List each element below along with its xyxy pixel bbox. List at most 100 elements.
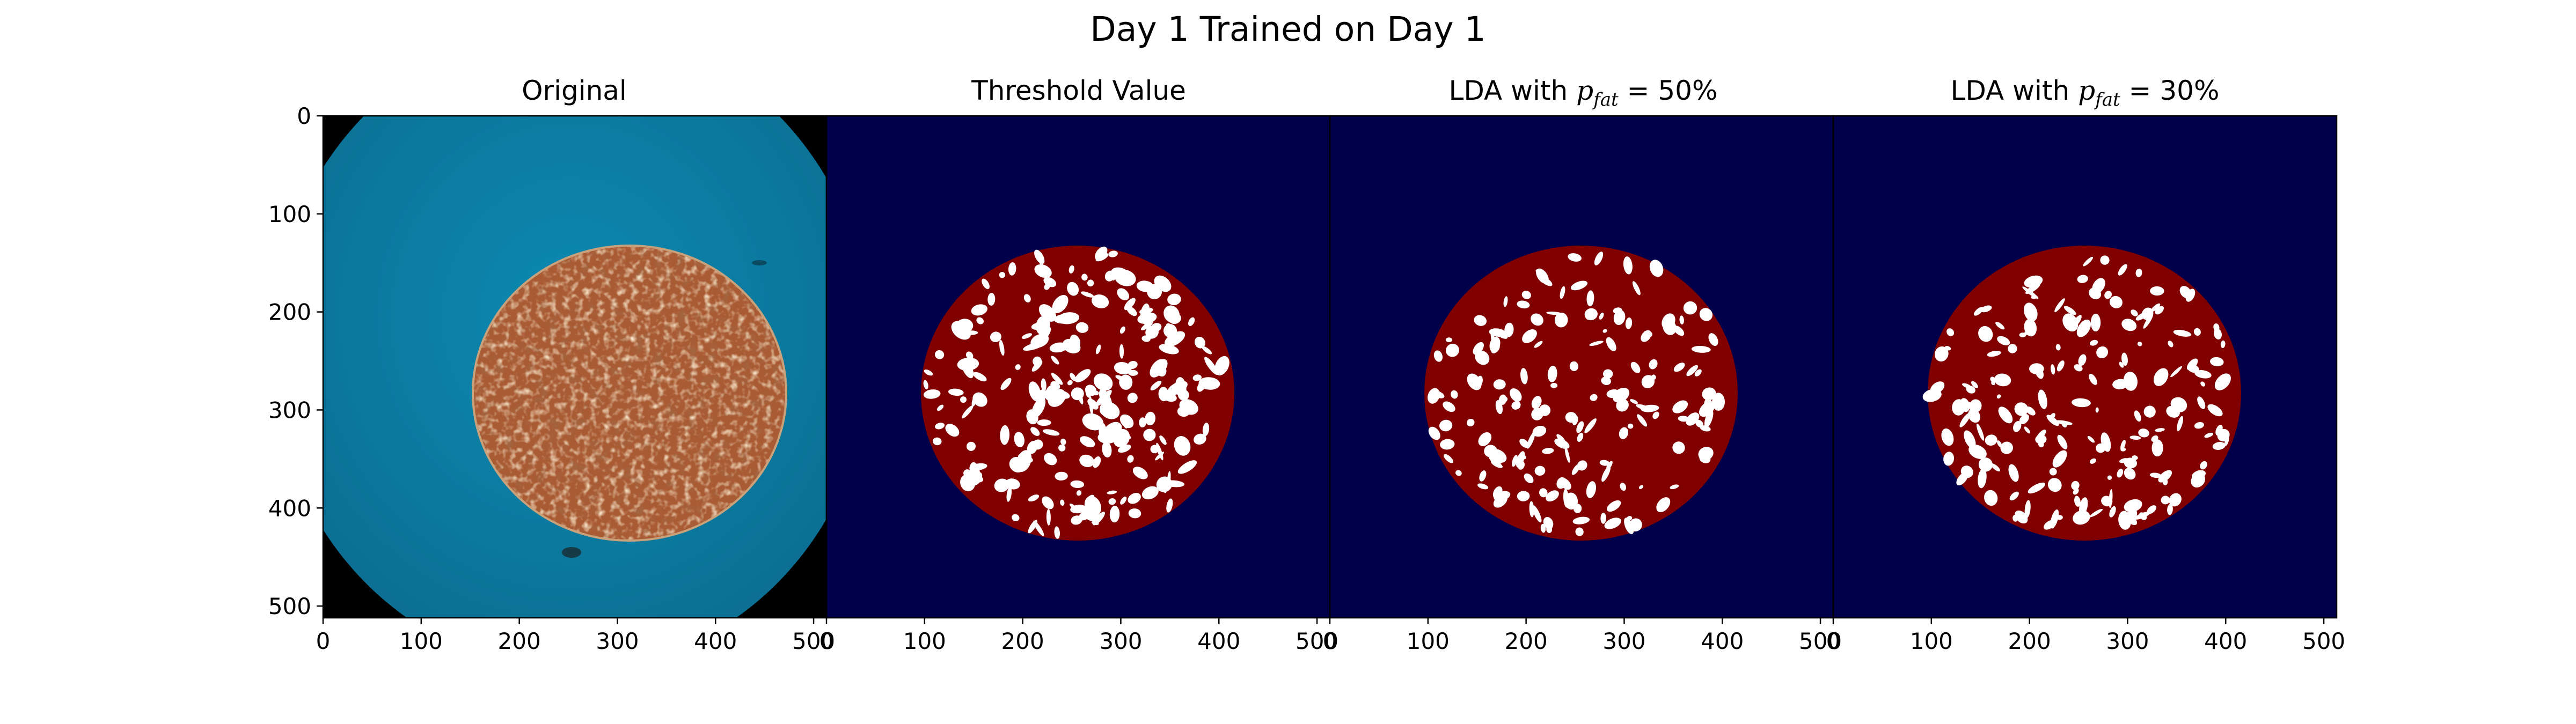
- panel-original: [323, 116, 826, 618]
- x-tick-label: 100: [1910, 628, 1953, 654]
- fat-blob: [1564, 492, 1578, 510]
- fat-blob: [1005, 478, 1020, 490]
- fat-blob: [1971, 381, 1978, 388]
- fat-blob: [1044, 283, 1050, 290]
- fat-blob: [1587, 294, 1594, 305]
- fat-blob: [1535, 269, 1542, 274]
- fat-blob: [2213, 323, 2220, 331]
- fat-blob: [1081, 274, 1088, 281]
- fat-blob: [2104, 291, 2112, 299]
- fat-blob: [1637, 414, 1648, 427]
- fat-blob: [1054, 526, 1060, 539]
- fat-blob: [2083, 256, 2094, 267]
- fat-blob: [1491, 460, 1503, 468]
- fat-blob: [1613, 388, 1630, 403]
- x-tick-label: 100: [903, 628, 946, 654]
- fat-blob: [1539, 488, 1548, 498]
- x-tick-label: 400: [694, 628, 737, 654]
- fat-blob: [987, 293, 996, 306]
- fat-blob: [1575, 527, 1584, 536]
- fat-blob: [2043, 520, 2056, 530]
- fat-blob: [2124, 499, 2142, 512]
- fat-blob: [2200, 381, 2206, 387]
- fat-blob: [1136, 280, 1154, 292]
- fat-blob: [999, 272, 1006, 278]
- fat-blob: [1493, 379, 1506, 390]
- fat-blob: [1959, 412, 1971, 427]
- fat-blob: [2212, 442, 2226, 450]
- fat-blob: [1643, 330, 1652, 337]
- fat-blob: [1440, 439, 1455, 450]
- fat-blob: [1114, 362, 1132, 375]
- fat-blob: [2076, 319, 2091, 337]
- fat-blob: [1113, 429, 1130, 448]
- fat-blob: [1599, 312, 1604, 320]
- panel-lda-50: [1330, 116, 1833, 618]
- axes-frame-lda-30: [1832, 115, 2338, 619]
- fat-blob: [1568, 253, 1582, 262]
- fat-blob: [934, 350, 945, 359]
- fat-blob: [2173, 329, 2192, 337]
- fat-blob: [1531, 313, 1543, 326]
- fat-blob: [2166, 405, 2180, 418]
- fat-blob: [2052, 450, 2067, 468]
- fat-blob: [2109, 506, 2116, 518]
- fat-blob: [1128, 493, 1141, 504]
- fat-blob: [972, 392, 987, 407]
- fat-blob: [1607, 500, 1621, 512]
- fat-blob: [1082, 419, 1102, 427]
- fat-blob: [2193, 328, 2201, 336]
- fat-blob: [1529, 501, 1534, 518]
- fat-blob: [1522, 329, 1537, 343]
- fat-blob: [2186, 358, 2198, 371]
- x-tick-label: 500: [1296, 628, 1338, 654]
- y-tick-label: 200: [268, 299, 311, 326]
- y-tick-label: 400: [268, 495, 311, 521]
- fat-blob: [2194, 422, 2204, 429]
- fat-blob: [1071, 387, 1084, 401]
- x-tick-label: 500: [1799, 628, 1842, 654]
- fat-blob: [2078, 354, 2087, 366]
- x-tick-label: 100: [1407, 628, 1450, 654]
- fat-blob: [1997, 336, 2010, 345]
- fat-blob: [1998, 407, 2013, 424]
- fat-blob: [2124, 468, 2136, 480]
- fat-blob: [1445, 337, 1453, 343]
- x-tick-label: 0: [819, 628, 834, 654]
- fat-blob: [2210, 357, 2224, 367]
- fat-blob: [2118, 511, 2132, 530]
- fat-blob: [1510, 388, 1522, 402]
- fat-blob: [2162, 478, 2168, 485]
- fat-blob: [1042, 496, 1054, 509]
- fat-blob: [1606, 461, 1613, 470]
- fat-blob: [1092, 294, 1109, 308]
- fat-blob: [1012, 514, 1020, 521]
- fat-blob: [1550, 382, 1558, 388]
- fat-blob: [2054, 298, 2065, 313]
- fat-blob: [2220, 340, 2226, 348]
- fat-blob: [1120, 496, 1127, 505]
- fat-blob: [955, 319, 974, 334]
- fat-blob: [1177, 389, 1189, 401]
- x-tick-label: 200: [1505, 628, 1548, 654]
- fat-blob: [2013, 421, 2022, 432]
- x-tick-label: 400: [2204, 628, 2247, 654]
- fat-blob: [2168, 341, 2174, 348]
- fat-blob: [1534, 466, 1546, 476]
- fat-blob: [1673, 363, 1685, 372]
- fat-blob: [1198, 377, 1220, 390]
- fat-blob: [923, 380, 928, 389]
- fat-blob: [1627, 423, 1634, 429]
- fat-blob: [1023, 294, 1031, 303]
- x-tick-label: 200: [2008, 628, 2051, 654]
- fat-blob: [1467, 418, 1475, 427]
- fat-blob: [1569, 361, 1579, 371]
- fat-blob: [1092, 456, 1101, 468]
- fat-blob: [1015, 364, 1021, 370]
- fat-blob: [1158, 485, 1167, 493]
- fat-blob: [2090, 313, 2101, 332]
- fat-blob: [1984, 490, 1998, 506]
- fat-blob: [2107, 475, 2112, 480]
- fat-blob: [1686, 365, 1698, 376]
- panel-title-lda-30: LDA with pfat = 30%: [1950, 75, 2220, 110]
